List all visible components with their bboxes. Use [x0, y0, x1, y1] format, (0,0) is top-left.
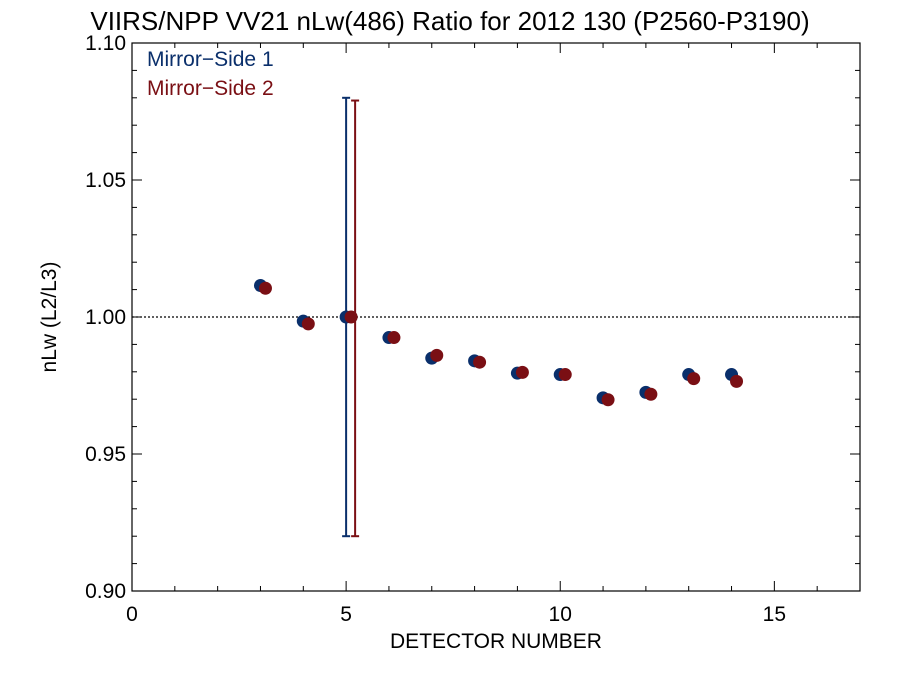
data-point-series-2: [344, 310, 358, 324]
data-point-series-2: [730, 374, 744, 388]
x-tick-label: 10: [549, 603, 572, 626]
data-point-series-2: [601, 393, 615, 407]
legend-item-mirror-side-1: Mirror−Side 1: [147, 48, 274, 71]
data-point-series-2: [301, 317, 315, 331]
data-point-series-2: [258, 281, 272, 295]
data-point-series-2: [558, 368, 572, 382]
x-tick-label: 0: [126, 603, 138, 626]
data-point-series-2: [430, 348, 444, 362]
x-tick-label: 15: [763, 603, 786, 626]
y-tick-label: 1.10: [85, 32, 126, 55]
legend: Mirror−Side 1 Mirror−Side 2: [147, 48, 274, 100]
data-point-series-2: [515, 365, 529, 379]
data-point-series-2: [387, 331, 401, 345]
data-point-series-2: [687, 372, 701, 386]
axis-ticks: 0 5 10 15 0.90 0.95 1.00 1.05 1.10: [85, 32, 861, 626]
legend-item-mirror-side-2: Mirror−Side 2: [147, 77, 274, 100]
y-tick-label: 0.95: [85, 443, 126, 466]
y-tick-label: 0.90: [85, 580, 126, 603]
y-axis-label: nLw (L2/L3): [38, 262, 61, 373]
data-point-series-2: [473, 355, 487, 369]
y-tick-label: 1.05: [85, 169, 126, 192]
x-axis-label: DETECTOR NUMBER: [390, 630, 602, 653]
y-tick-label: 1.00: [85, 306, 126, 329]
data-point-series-2: [644, 387, 658, 401]
x-tick-label: 5: [340, 603, 352, 626]
chart-title: VIIRS/NPP VV21 nLw(486) Ratio for 2012 1…: [90, 6, 809, 36]
data-points-layer: [253, 278, 744, 407]
